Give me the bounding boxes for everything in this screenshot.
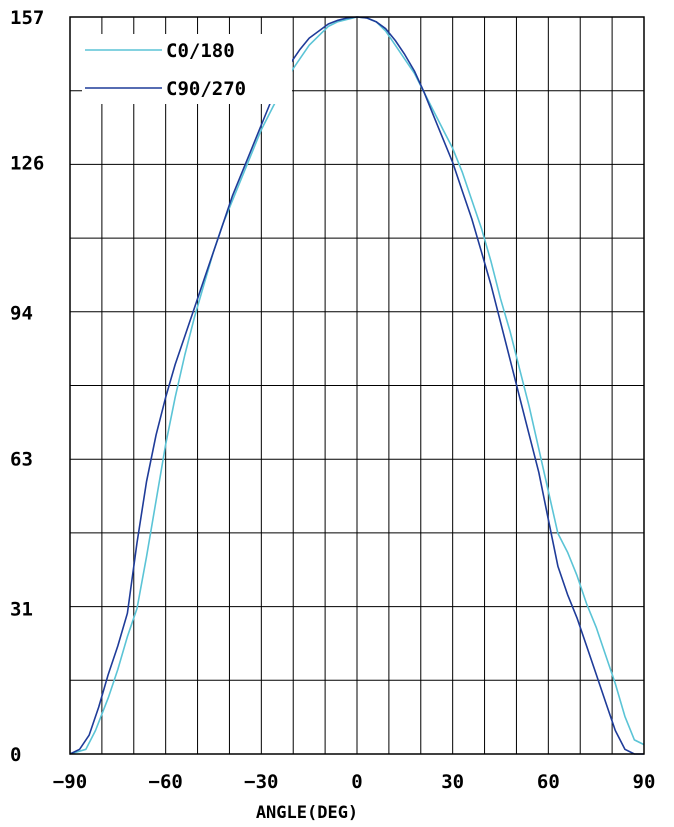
- y-tick-labels: 0 31 63 94 126 157: [10, 7, 44, 766]
- x-tick-label: −30: [244, 771, 278, 793]
- legend: C0/180 C90/270: [82, 34, 292, 104]
- y-tick-label: 157: [10, 7, 44, 29]
- y-tick-label: 63: [10, 448, 33, 470]
- x-tick-labels: −90 −60 −30 0 30 60 90: [53, 771, 656, 793]
- x-tick-label: −90: [53, 771, 87, 793]
- y-tick-label: 31: [10, 598, 33, 620]
- y-tick-label: 126: [10, 153, 44, 175]
- x-axis-label: ANGLE(DEG): [256, 803, 358, 823]
- legend-background: [82, 34, 292, 104]
- grid: [70, 17, 644, 754]
- y-tick-label: 94: [10, 303, 33, 325]
- legend-label: C90/270: [166, 78, 246, 100]
- x-tick-label: −60: [149, 771, 183, 793]
- x-tick-label: 30: [441, 771, 464, 793]
- plot-frame: [69, 16, 645, 755]
- x-tick-label: 60: [537, 771, 560, 793]
- legend-label: C0/180: [166, 40, 235, 62]
- y-tick-label: 0: [10, 744, 21, 766]
- x-tick-label: 90: [633, 771, 656, 793]
- x-tick-label: 0: [351, 771, 362, 793]
